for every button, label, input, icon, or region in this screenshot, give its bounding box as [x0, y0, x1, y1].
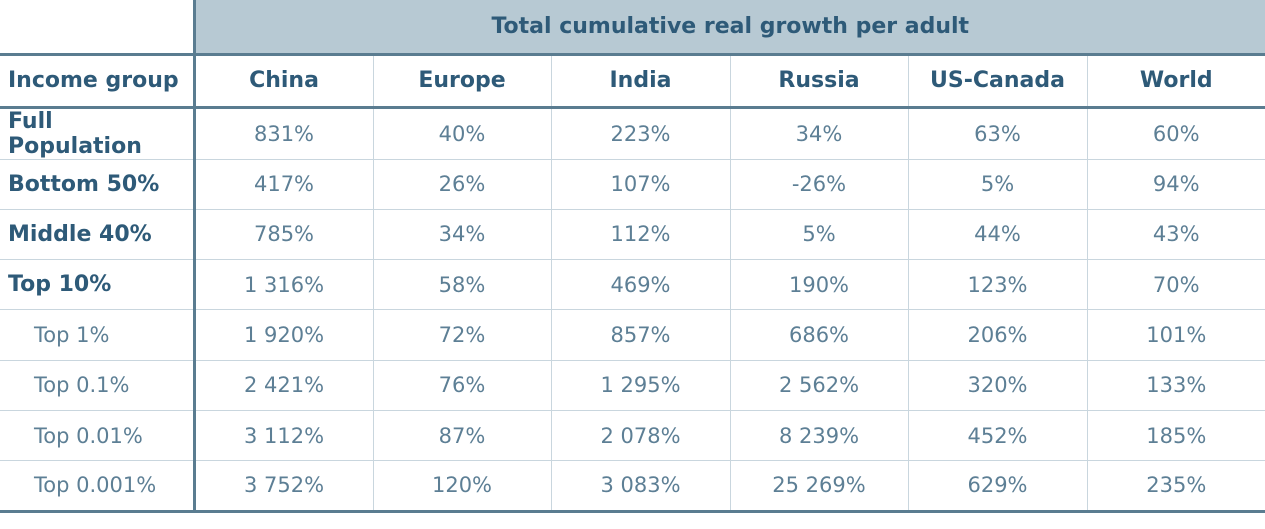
table-cell: 44%	[907, 209, 1087, 261]
table-cell: 3 083%	[550, 460, 730, 513]
table-body: Full Population 831% 40% 223% 34% 63% 60% Botto…	[0, 107, 1265, 513]
row-label: Top 1%	[0, 309, 196, 361]
table-row: Top 0.001% 3 752% 120% 3 083% 25 269% 629% 235…	[0, 460, 1265, 513]
table-cell: 1 920%	[193, 309, 373, 361]
table-cell: 25 269%	[729, 460, 908, 513]
table-cell: 452%	[907, 410, 1087, 462]
table-cell: 133%	[1086, 360, 1265, 411]
table-cell: 63%	[907, 107, 1087, 160]
table-cell: 320%	[907, 360, 1087, 411]
table-cell: 686%	[729, 309, 908, 361]
row-header-label: Income group	[0, 54, 196, 109]
table-cell: 34%	[372, 209, 551, 261]
column-header: US-Canada	[907, 54, 1087, 109]
column-header: China	[193, 54, 373, 109]
column-header: Russia	[729, 54, 908, 109]
row-label: Top 0.001%	[0, 460, 196, 513]
row-label: Middle 40%	[0, 209, 196, 261]
corner-cell	[0, 0, 196, 56]
table-row: Top 0.1% 2 421% 76% 1 295% 2 562% 320% 133%	[0, 360, 1265, 411]
table-cell: 43%	[1086, 209, 1265, 261]
table-cell: 26%	[372, 159, 551, 210]
table-cell: 5%	[729, 209, 908, 261]
table-cell: 1 316%	[193, 259, 373, 311]
row-label: Full Population	[0, 107, 196, 160]
table-cell: 629%	[907, 460, 1087, 513]
table-cell: 120%	[372, 460, 551, 513]
column-header: World	[1086, 54, 1265, 109]
table-cell: 76%	[372, 360, 551, 411]
table-cell: 101%	[1086, 309, 1265, 361]
growth-table: Total cumulative real growth per adult I…	[0, 0, 1265, 513]
table-cell: 417%	[193, 159, 373, 210]
table-cell: 40%	[372, 107, 551, 160]
column-header: Europe	[372, 54, 551, 109]
table-cell: 1 295%	[550, 360, 730, 411]
table-cell: 3 112%	[193, 410, 373, 462]
table-row: Bottom 50% 417% 26% 107% -26% 5% 94%	[0, 159, 1265, 210]
table-row: Top 0.01% 3 112% 87% 2 078% 8 239% 452% 185%	[0, 410, 1265, 462]
column-header-row: Income group China Europe India Russia US-Ca…	[0, 54, 1265, 109]
table-cell: 94%	[1086, 159, 1265, 210]
table-cell: 123%	[907, 259, 1087, 311]
table-cell: 58%	[372, 259, 551, 311]
table-cell: 2 421%	[193, 360, 373, 411]
column-header: India	[550, 54, 730, 109]
table-cell: 2 562%	[729, 360, 908, 411]
table-cell: 469%	[550, 259, 730, 311]
table-cell: 190%	[729, 259, 908, 311]
table-row: Top 1% 1 920% 72% 857% 686% 206% 101%	[0, 309, 1265, 361]
table-cell: 785%	[193, 209, 373, 261]
table-cell: 34%	[729, 107, 908, 160]
table-cell: 2 078%	[550, 410, 730, 462]
table-row: Top 10% 1 316% 58% 469% 190% 123% 70%	[0, 259, 1265, 311]
table-cell: 8 239%	[729, 410, 908, 462]
table-cell: 72%	[372, 309, 551, 361]
row-label: Bottom 50%	[0, 159, 196, 210]
table-cell: 235%	[1086, 460, 1265, 513]
table-super-header: Total cumulative real growth per adult	[0, 0, 1265, 56]
table-cell: 60%	[1086, 107, 1265, 160]
table-cell: 112%	[550, 209, 730, 261]
table-cell: 5%	[907, 159, 1087, 210]
table-cell: 70%	[1086, 259, 1265, 311]
table-cell: 206%	[907, 309, 1087, 361]
table-cell: 185%	[1086, 410, 1265, 462]
row-label: Top 0.1%	[0, 360, 196, 411]
row-label: Top 0.01%	[0, 410, 196, 462]
table-cell: 107%	[550, 159, 730, 210]
table-row: Middle 40% 785% 34% 112% 5% 44% 43%	[0, 209, 1265, 261]
table-cell: -26%	[729, 159, 908, 210]
row-label: Top 10%	[0, 259, 196, 311]
table-cell: 3 752%	[193, 460, 373, 513]
table-title: Total cumulative real growth per adult	[194, 0, 1265, 56]
table-cell: 857%	[550, 309, 730, 361]
table-cell: 223%	[550, 107, 730, 160]
table-cell: 87%	[372, 410, 551, 462]
table-cell: 831%	[193, 107, 373, 160]
table-row: Full Population 831% 40% 223% 34% 63% 60%	[0, 107, 1265, 160]
